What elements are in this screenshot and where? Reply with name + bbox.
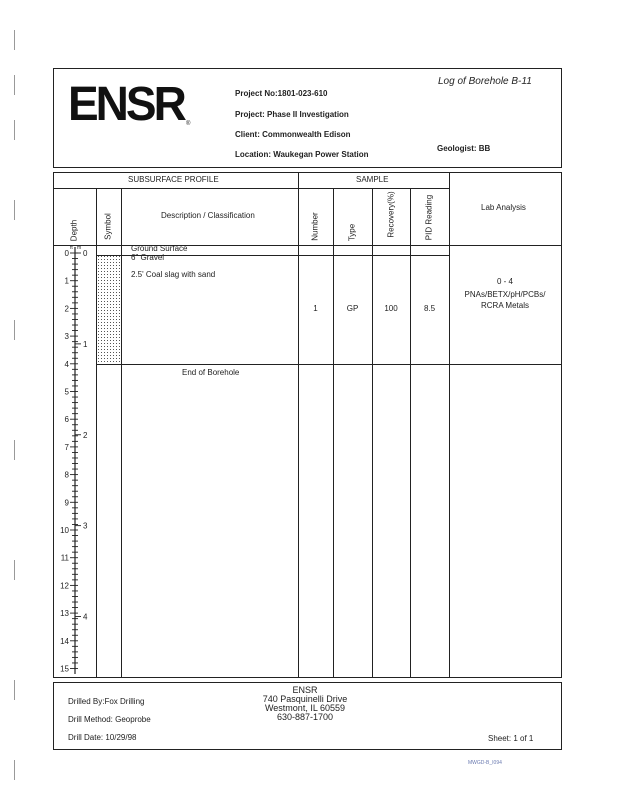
divider: [372, 188, 373, 678]
drilled-by: Drilled By:Fox Drilling: [68, 697, 145, 706]
bates-stamp: MWGD-B_I094: [468, 760, 502, 766]
ft-label: 13: [60, 609, 69, 618]
drill-method: Drill Method: Geoprobe: [68, 715, 151, 724]
symbol-header: Symbol: [103, 213, 113, 240]
sample-type: GP: [346, 304, 359, 313]
scan-margin-mark: [14, 120, 17, 140]
ft-label: 3: [65, 332, 70, 341]
sample-header: SAMPLE: [356, 175, 389, 184]
layer-coal-slag: 2.5' Coal slag with sand: [131, 270, 216, 279]
footer-box: [53, 682, 562, 750]
divider: [449, 172, 450, 678]
ft-label: 0: [65, 249, 70, 258]
scan-margin-mark: [14, 30, 17, 50]
divider: [96, 255, 449, 256]
ft-label: 14: [60, 637, 69, 646]
ft-label: 9: [65, 498, 70, 507]
scan-margin-mark: [14, 200, 17, 220]
type-header: Type: [347, 223, 357, 242]
ft-unit: ft: [70, 245, 73, 251]
geologist: Geologist: BB: [437, 144, 491, 153]
scan-margin-mark: [14, 320, 17, 340]
lab-analysis-header: Lab Analysis: [481, 203, 526, 212]
m-unit: m: [77, 245, 81, 251]
scan-margin-mark: [14, 440, 17, 460]
divider: [298, 172, 299, 678]
ft-label: 1: [65, 277, 70, 286]
description-header: Description / Classification: [161, 211, 255, 220]
m-label: 1: [83, 340, 88, 349]
ft-label: 10: [60, 526, 69, 535]
ft-label: 6: [65, 415, 70, 424]
sample-pid: 8.5: [423, 304, 436, 313]
m-label: 4: [83, 613, 88, 622]
scan-margin-mark: [14, 760, 17, 780]
number-header: Number: [310, 212, 320, 241]
lab-interval: 0 - 4: [496, 277, 513, 286]
footer-address2: Westmont, IL 60559: [264, 703, 346, 713]
ft-label: 11: [61, 554, 70, 563]
location: Location: Waukegan Power Station: [235, 150, 369, 159]
lab-analytes-2: RCRA Metals: [480, 301, 529, 310]
ft-label: 15: [60, 665, 69, 674]
scan-margin-mark: [14, 680, 17, 700]
footer-phone: 630-887-1700: [276, 712, 334, 722]
drill-date: Drill Date: 10/29/98: [68, 733, 137, 742]
project-name: Project: Phase II Investigation: [235, 110, 349, 119]
log-table: [53, 172, 562, 678]
sample-number: 1: [313, 304, 318, 313]
ft-label: 4: [65, 360, 70, 369]
scan-margin-mark: [14, 75, 17, 95]
log-title: Log of Borehole B-11: [438, 76, 532, 87]
divider: [53, 245, 562, 246]
footer-company: ENSR: [292, 685, 318, 695]
end-of-borehole: End of Borehole: [182, 368, 240, 377]
header-box: [53, 68, 562, 168]
divider: [53, 188, 449, 189]
lab-analytes: PNAs/BETX/pH/PCBs/: [464, 290, 546, 299]
m-label: 0: [83, 249, 88, 258]
layer-gravel: 6" Gravel: [131, 253, 165, 262]
subsurface-profile-header: SUBSURFACE PROFILE: [128, 175, 219, 184]
ft-label: 5: [65, 388, 70, 397]
sheet-number: Sheet: 1 of 1: [488, 734, 534, 743]
gravel-symbol-pattern: [97, 255, 121, 364]
ft-label: 2: [65, 304, 70, 313]
divider: [96, 364, 562, 365]
divider: [96, 188, 97, 678]
m-label: 2: [83, 431, 88, 440]
scan-margin-mark: [14, 560, 17, 580]
ft-label: 8: [65, 471, 70, 480]
ft-label: 12: [60, 581, 69, 590]
divider: [121, 188, 122, 678]
sample-recovery: 100: [384, 304, 398, 313]
project-number: Project No:1801-023-610: [235, 89, 328, 98]
divider: [410, 188, 411, 678]
footer-address1: 740 Pasquinelli Drive: [262, 694, 348, 704]
divider: [333, 188, 334, 678]
ft-label: 7: [65, 443, 70, 452]
pid-header: PID Reading: [424, 194, 434, 241]
ensr-logo: ENSR: [68, 75, 187, 131]
registered-mark: ®: [186, 121, 191, 127]
m-label: 3: [83, 522, 88, 531]
ground-surface-label: Ground Surface: [131, 244, 188, 253]
client: Client: Commonwealth Edison: [235, 130, 351, 139]
recovery-header: Recovery(%): [386, 191, 396, 238]
